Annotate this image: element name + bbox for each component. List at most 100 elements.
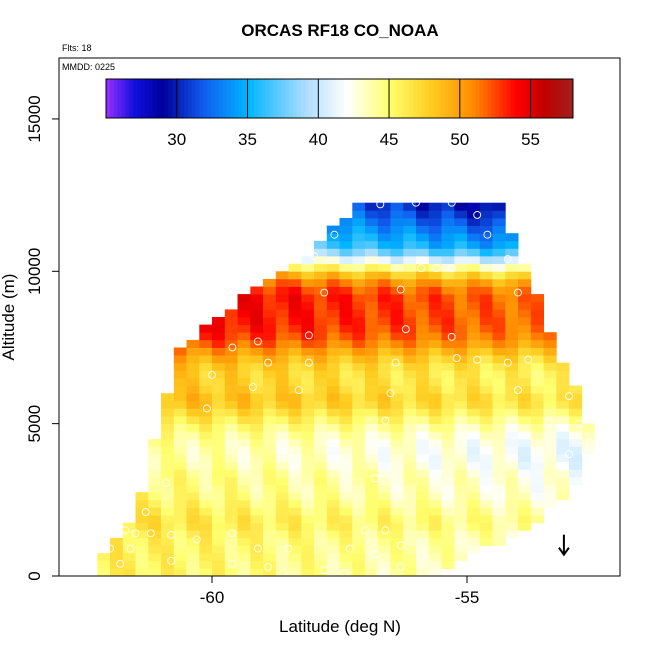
observation-marker [503, 255, 512, 264]
heatmap-cell [326, 393, 340, 402]
heatmap-cell [454, 492, 468, 501]
heatmap-cell [377, 553, 391, 562]
heatmap-cell [556, 484, 570, 493]
heatmap-cell [314, 423, 328, 432]
heatmap-cell [377, 286, 391, 295]
heatmap-cell [212, 477, 226, 485]
heatmap-cell [479, 537, 493, 546]
heatmap-cell [428, 301, 442, 310]
heatmap-cell [173, 362, 187, 371]
x-axis-label: Latitude (deg N) [279, 617, 401, 636]
heatmap-cell [416, 286, 430, 295]
heatmap-cell [479, 309, 493, 318]
heatmap-cell [403, 469, 417, 478]
heatmap-cell [199, 537, 213, 546]
observation-marker [284, 544, 293, 553]
heatmap-cell [492, 484, 506, 493]
heatmap-cell [352, 469, 366, 478]
heatmap-cell [403, 309, 417, 318]
heatmap-cell [161, 499, 175, 508]
heatmap-cell [326, 301, 340, 310]
heatmap-cell [250, 294, 264, 303]
heatmap-cell [314, 492, 328, 501]
heatmap-cell [569, 385, 583, 394]
heatmap-cell [314, 499, 328, 508]
heatmap-cell [505, 484, 519, 493]
observation-marker [202, 404, 211, 413]
heatmap-cell [352, 248, 366, 257]
heatmap-cell [275, 385, 289, 394]
colorbar-swatch [429, 79, 434, 118]
colorbar-swatch [121, 79, 126, 118]
heatmap-cell [505, 400, 519, 409]
heatmap-cell [148, 507, 162, 516]
heatmap-cell [224, 469, 238, 478]
heatmap-cell [314, 362, 328, 371]
colorbar-swatch [339, 79, 344, 118]
heatmap-cell [173, 377, 187, 386]
observation-marker [447, 198, 456, 207]
heatmap-cell [314, 301, 328, 310]
colorbar-swatch [117, 79, 123, 118]
heatmap-cell [556, 469, 570, 478]
heatmap-cell [479, 347, 493, 356]
heatmap-cell [161, 492, 175, 501]
heatmap-cell [467, 385, 481, 394]
heatmap-cell [326, 347, 340, 356]
heatmap-cell [518, 499, 532, 508]
heatmap-cell [416, 416, 430, 424]
heatmap-cell [416, 438, 430, 447]
heatmap-cell [173, 400, 187, 409]
heatmap-cell [301, 477, 315, 485]
heatmap-cell [161, 423, 175, 432]
heatmap-cell [263, 278, 277, 287]
heatmap-cell [326, 416, 340, 424]
heatmap-cell [416, 385, 430, 394]
heatmap-cell [377, 499, 391, 508]
heatmap-cell [479, 469, 493, 478]
heatmap-cell [530, 347, 544, 356]
heatmap-cell [161, 560, 175, 569]
heatmap-cell [441, 301, 455, 310]
heatmap-cell [186, 454, 200, 463]
heatmap-cell [479, 210, 493, 219]
heatmap-cell [237, 332, 251, 341]
heatmap-cell [301, 423, 315, 432]
heatmap-cell [326, 385, 340, 394]
heatmap-cell [301, 278, 315, 287]
heatmap-cell [454, 271, 468, 280]
heatmap-cell [428, 416, 442, 424]
chart-title: ORCAS RF18 CO_NOAA [241, 21, 438, 40]
heatmap-cell [148, 438, 162, 447]
heatmap-cell [492, 309, 506, 318]
heatmap-cell [365, 240, 379, 249]
heatmap-cell [352, 347, 366, 356]
heatmap-cell [441, 522, 455, 531]
heatmap-cell [212, 515, 226, 524]
heatmap-cell [314, 416, 328, 424]
heatmap-cell [161, 454, 175, 463]
heatmap-cell [441, 256, 455, 265]
observation-marker [116, 559, 125, 568]
heatmap-cell [199, 377, 213, 386]
heatmap-cell [377, 408, 391, 417]
arrow-head [558, 547, 570, 557]
observation-marker [320, 565, 329, 574]
heatmap-cell [275, 477, 289, 485]
heatmap-cell [352, 355, 366, 364]
heatmap-cell [416, 210, 430, 219]
heatmap-cell [326, 362, 340, 371]
colorbar-swatch [475, 79, 481, 118]
heatmap-cell [428, 256, 442, 265]
heatmap-cell [186, 416, 200, 424]
heatmap-cell [441, 339, 455, 348]
heatmap-cell [275, 309, 289, 318]
heatmap-cell [492, 355, 506, 364]
heatmap-cell [301, 263, 315, 272]
heatmap-cell [288, 362, 302, 371]
heatmap-cell [173, 484, 187, 493]
heatmap-cell [199, 324, 213, 333]
heatmap-cell [250, 515, 264, 524]
heatmap-cell [530, 454, 544, 463]
observation-marker [162, 479, 171, 488]
